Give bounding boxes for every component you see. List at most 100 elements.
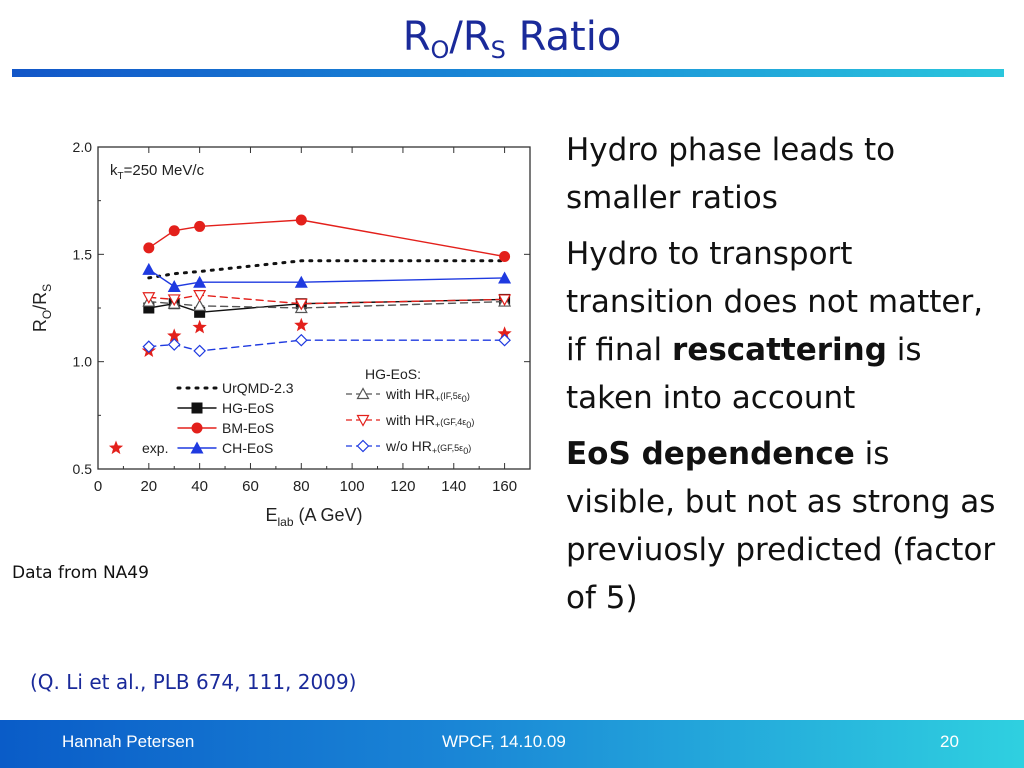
legend-item: [346, 439, 380, 453]
legend-text-part: BM-EoS: [222, 420, 274, 436]
bullet-item: Hydro phase leads to smaller ratios: [566, 126, 1006, 222]
series-3: [142, 262, 512, 293]
x-tick-label: 100: [340, 478, 365, 495]
legend-text-part: HG-EoS:: [365, 366, 421, 382]
data-point: [167, 280, 181, 293]
legend-marker: [356, 414, 370, 427]
data-point: [192, 319, 207, 334]
y-tick-label: 2.0: [73, 139, 93, 155]
legend-text-part: 0: [463, 446, 468, 456]
legend-text-part: +: [435, 394, 440, 404]
series-2: [143, 214, 511, 262]
legend-label: CH-EoS: [222, 440, 273, 456]
x-axis-label-part: E: [265, 505, 277, 525]
data-point: [194, 220, 206, 232]
x-tick-label: 40: [191, 478, 208, 495]
legend-label: BM-EoS: [222, 420, 274, 436]
x-tick-label: 0: [94, 478, 102, 495]
y-axis-label-part: R: [30, 319, 50, 332]
legend-text-part: exp.: [142, 440, 168, 456]
bullet-list: Hydro phase leads to smaller ratios Hydro…: [566, 126, 1006, 630]
y-axis-label-part: S: [40, 284, 54, 292]
data-point: [193, 290, 207, 302]
data-point: [498, 294, 512, 307]
data-source-note: Data from NA49: [12, 563, 149, 583]
bullet-text: is taken into account: [566, 332, 922, 416]
ratio-chart: 0 20 40 60 80 100 120 140 160 0.5 1.0 1.5 2.0 Elab (A…: [30, 139, 531, 529]
kt-annotation-part: =250 MeV/c: [124, 162, 205, 179]
data-point: [142, 340, 156, 353]
y-axis-label-part: /R: [30, 292, 50, 310]
series-0: [147, 259, 507, 280]
legend-item: [346, 414, 380, 427]
legend-text-part: (GF,5ε: [437, 443, 463, 453]
kt-annotation-part: T: [118, 171, 124, 182]
legend-text-part: w/o HR: [385, 438, 432, 454]
footer-event: WPCF, 14.10.09: [442, 732, 566, 751]
legend-text-part: 0: [462, 394, 467, 404]
y-axis-label-part: O: [40, 310, 54, 319]
legend-marker: [356, 387, 370, 400]
legend-item: [346, 387, 380, 400]
x-tick-label: 160: [492, 478, 517, 495]
legend-marker: [190, 441, 204, 454]
title-text-r: R: [402, 14, 431, 60]
data-point: [498, 271, 512, 284]
data-point: [193, 275, 207, 288]
legend-label: HG-EoS: [222, 400, 274, 416]
series-6: [142, 290, 512, 311]
data-point: [193, 299, 207, 311]
data-point: [193, 344, 206, 358]
x-axis-label-part: lab: [277, 515, 293, 529]
x-tick-label: 20: [140, 478, 157, 495]
legend-text-part: UrQMD-2.3: [222, 380, 294, 396]
legend-text-part: with HR: [385, 412, 435, 428]
data-point: [194, 306, 206, 318]
slide-title: RO/RS Ratio: [0, 14, 1024, 64]
legend-marker: [191, 422, 203, 434]
reference-citation: (Q. Li et al., PLB 674, 111, 2009): [30, 670, 357, 694]
legend-text-part: CH-EoS: [222, 440, 273, 456]
bullet-item: Hydro to transport transition does not m…: [566, 230, 1006, 422]
bullet-bold-text: rescattering: [672, 332, 887, 368]
x-tick-label: 60: [242, 478, 259, 495]
legend-heading: HG-EoS:: [365, 366, 421, 382]
legend-marker: [108, 440, 124, 455]
legend-marker: [191, 402, 203, 414]
legend-item: [177, 402, 217, 414]
legend-text-part: with HR: [385, 386, 435, 402]
data-point: [143, 302, 155, 314]
kt-annotation: kT=250 MeV/c: [110, 162, 205, 182]
legend-text-part: HG-EoS: [222, 400, 274, 416]
footer-author: Hannah Petersen: [62, 732, 195, 751]
series-line: [147, 259, 507, 280]
x-tick-label: 80: [293, 478, 310, 495]
x-tick-label: 120: [390, 478, 415, 495]
series-7: [142, 333, 511, 358]
data-point: [143, 242, 155, 254]
footer-bar: Hannah Petersen WPCF, 14.10.09 20: [0, 720, 1024, 768]
data-point: [295, 214, 307, 226]
data-point: [294, 333, 308, 347]
legend-item: [177, 441, 217, 454]
data-point: [142, 292, 156, 305]
data-point: [498, 333, 511, 347]
legend-label: exp.: [142, 440, 168, 456]
legend-text-part: ): [467, 391, 470, 401]
legend-text-part: +: [435, 420, 440, 430]
y-tick-label: 1.0: [73, 354, 93, 370]
bullet-text: is visible, but not as strong as previuo…: [566, 436, 996, 616]
data-point: [294, 317, 309, 332]
legend-label: w/o HR+(GF,5ε0): [385, 438, 471, 456]
legend-item: [177, 422, 217, 434]
y-tick-label: 1.5: [73, 246, 93, 262]
y-tick-label: 0.5: [73, 461, 93, 477]
bullet-item: EoS dependence is visible, but not as st…: [566, 430, 1006, 622]
data-point: [497, 326, 512, 340]
bullet-text: Hydro phase leads to smaller ratios: [566, 132, 896, 216]
data-point: [294, 298, 308, 311]
x-tick-label: 140: [441, 478, 466, 495]
title-underline: [12, 69, 1004, 77]
legend-text-part: ): [471, 417, 474, 427]
data-point: [294, 275, 308, 288]
